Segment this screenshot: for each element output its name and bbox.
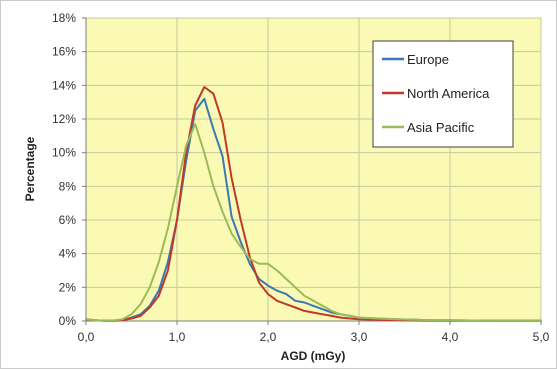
- x-tick-label-0: 0,0: [78, 330, 95, 344]
- y-tick-label-0: 0%: [59, 314, 77, 328]
- tick-label-layer: 0% 2% 4% 6% 8% 10% 12% 14% 16% 18% 0,0 1,0 2,0 3,0 4,0…: [52, 11, 550, 344]
- y-tick-label-4: 8%: [59, 179, 77, 193]
- y-tick-label-1: 2%: [59, 280, 77, 294]
- y-tick-label-3: 6%: [59, 213, 77, 227]
- y-tick-label-7: 14%: [52, 78, 76, 92]
- legend: Europe North America Asia Pacific: [372, 40, 514, 148]
- x-tick-label-1: 1,0: [169, 330, 186, 344]
- legend-label-north-america: North America: [407, 86, 490, 101]
- series-layer: [85, 86, 542, 322]
- x-tick-label-4: 4,0: [442, 330, 459, 344]
- series-line-asia-pacific: [85, 123, 542, 322]
- series-line-north-america: [85, 86, 542, 322]
- y-axis-title: Percentage: [23, 136, 37, 201]
- y-tick-label-5: 10%: [52, 146, 76, 160]
- y-tick-label-6: 12%: [52, 112, 76, 126]
- legend-label-asia-pacific: Asia Pacific: [407, 120, 475, 135]
- legend-label-europe: Europe: [407, 52, 449, 67]
- x-tick-label-5: 5,0: [533, 330, 550, 344]
- y-tick-label-8: 16%: [52, 45, 76, 59]
- x-tick-label-3: 3,0: [351, 330, 368, 344]
- y-tick-label-2: 4%: [59, 247, 77, 261]
- y-tick-label-9: 18%: [52, 11, 76, 25]
- x-axis-title: AGD (mGy): [281, 349, 346, 363]
- x-tick-label-2: 2,0: [260, 330, 277, 344]
